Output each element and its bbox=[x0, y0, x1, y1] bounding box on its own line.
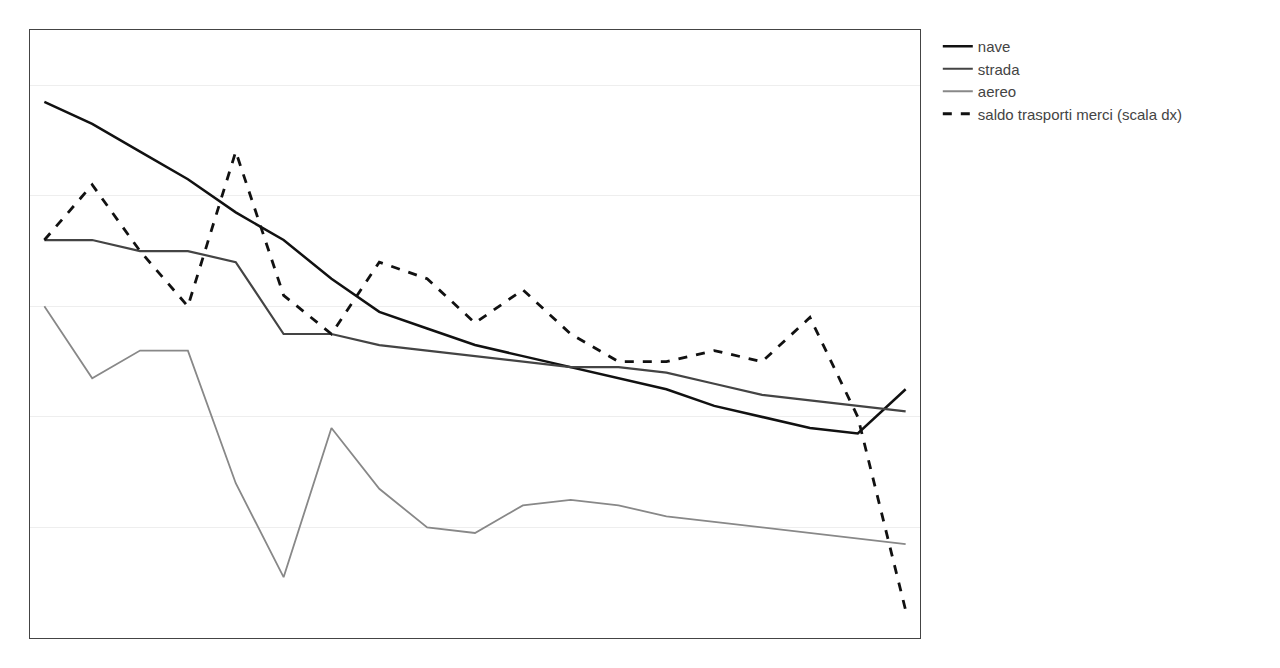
svg-text:aereo: aereo bbox=[978, 83, 1016, 100]
svg-text:strada: strada bbox=[978, 61, 1020, 78]
svg-text:saldo trasporti merci (scala d: saldo trasporti merci (scala dx) bbox=[978, 106, 1182, 123]
svg-text:nave: nave bbox=[978, 38, 1011, 55]
